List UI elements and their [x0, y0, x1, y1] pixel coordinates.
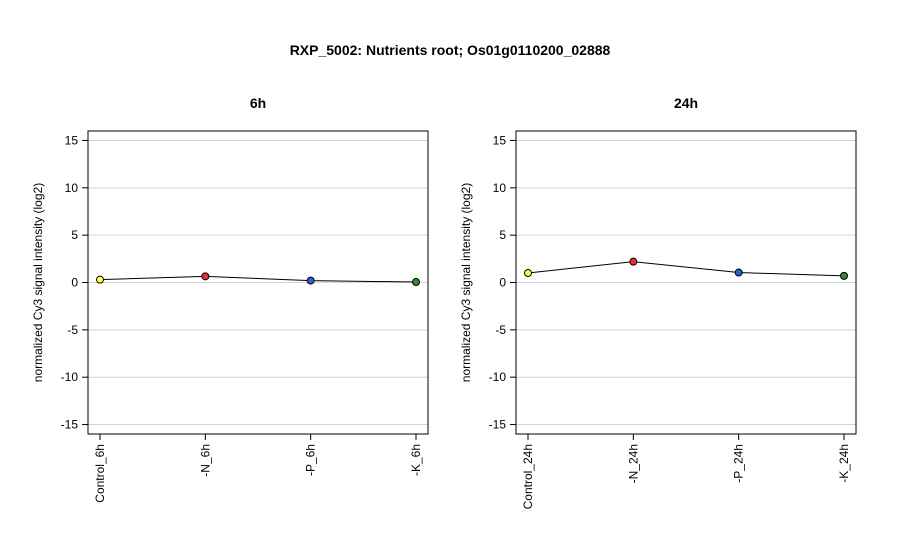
y-tick-label: 15: [65, 133, 79, 147]
x-tick-label: Control_24h: [521, 444, 535, 509]
y-axis-label: normalized Cy3 signal intensity (log2): [31, 183, 45, 382]
data-point: [734, 268, 743, 277]
x-tick-label: -P_6h: [304, 444, 318, 476]
data-point: [524, 269, 532, 278]
y-tick-label: -5: [67, 323, 78, 337]
y-tick-label: 10: [65, 181, 79, 195]
x-tick-label: Control_6h: [93, 444, 107, 503]
y-tick-label: -10: [489, 370, 507, 384]
y-tick-label: 5: [499, 228, 506, 242]
data-point: [306, 276, 315, 285]
data-point: [96, 275, 104, 284]
data-point: [629, 257, 638, 266]
x-tick-label: -P_24h: [732, 444, 746, 483]
y-tick-label: 0: [71, 276, 78, 290]
y-tick-label: -10: [61, 370, 79, 384]
y-tick-label: 10: [493, 181, 507, 195]
y-tick-label: 0: [499, 276, 506, 290]
main-title: RXP_5002: Nutrients root; Os01g0110200_0…: [290, 42, 611, 58]
y-axis-label: normalized Cy3 signal intensity (log2): [459, 183, 473, 382]
y-tick-label: 5: [71, 228, 78, 242]
data-point: [201, 272, 210, 281]
y-tick-label: -15: [489, 418, 507, 432]
y-tick-label: -5: [495, 323, 506, 337]
x-tick-label: -K_6h: [409, 444, 423, 476]
data-point: [412, 278, 420, 287]
panel-title: 6h: [250, 95, 266, 111]
panel-title: 24h: [674, 95, 698, 111]
x-tick-label: -N_6h: [198, 444, 212, 477]
series-line: [99, 275, 417, 283]
chart-panel-0: 6h 15 10 5 0 -5 -10 -15 normalized Cy3 signal in…: [31, 95, 429, 503]
x-tick-label: -K_24h: [837, 444, 851, 483]
x-tick-label: -N_24h: [626, 444, 640, 483]
data-point: [840, 271, 848, 280]
y-tick-label: 15: [493, 133, 507, 147]
chart-panel-1: 24h 15 10 5 0 -5 -10 -15 normalized Cy3 signal i…: [459, 95, 857, 509]
series-line: [527, 261, 845, 277]
y-tick-label: -15: [61, 418, 79, 432]
